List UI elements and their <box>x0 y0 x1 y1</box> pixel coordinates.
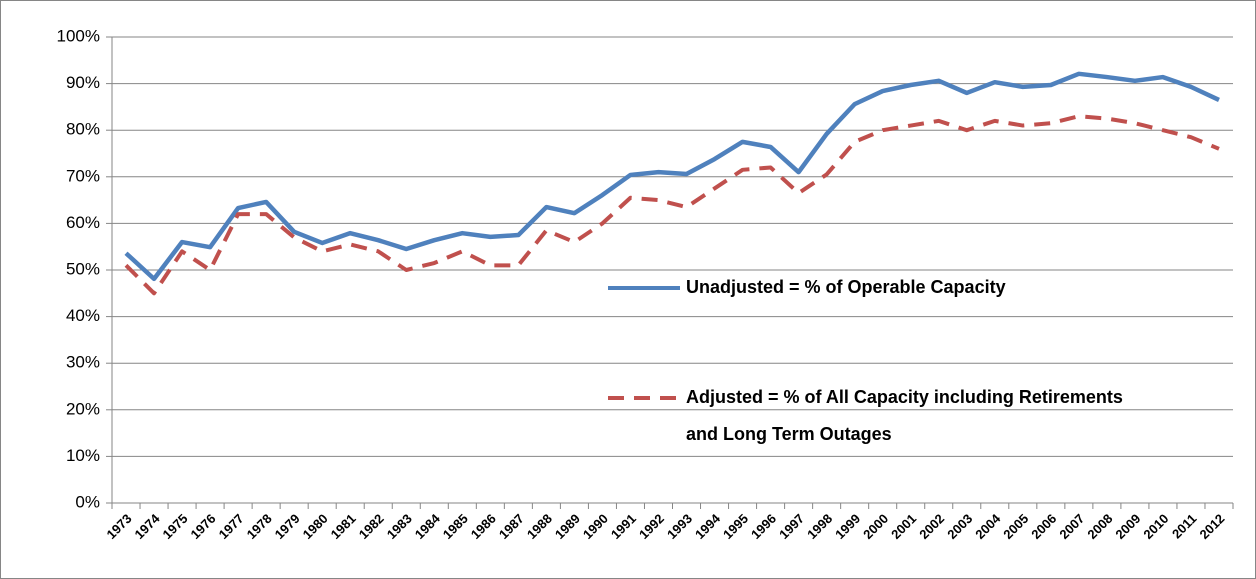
legend-label: Adjusted = % of All Capacity including R… <box>686 387 1123 444</box>
y-tick-label: 10% <box>66 446 100 465</box>
series-line <box>124 71 1220 282</box>
series-line <box>124 114 1220 296</box>
y-tick-label: 20% <box>66 399 100 418</box>
y-tick-label: 80% <box>66 120 100 139</box>
legend-label: Unadjusted = % of Operable Capacity <box>686 277 1006 297</box>
y-tick-label: 30% <box>66 353 100 372</box>
y-tick-label: 50% <box>66 259 100 278</box>
y-tick-label: 70% <box>66 166 100 185</box>
y-tick-label: 100% <box>57 26 100 45</box>
y-tick-label: 40% <box>66 306 100 325</box>
y-tick-label: 60% <box>66 213 100 232</box>
y-tick-label: 0% <box>75 492 100 511</box>
y-tick-label: 90% <box>66 73 100 92</box>
